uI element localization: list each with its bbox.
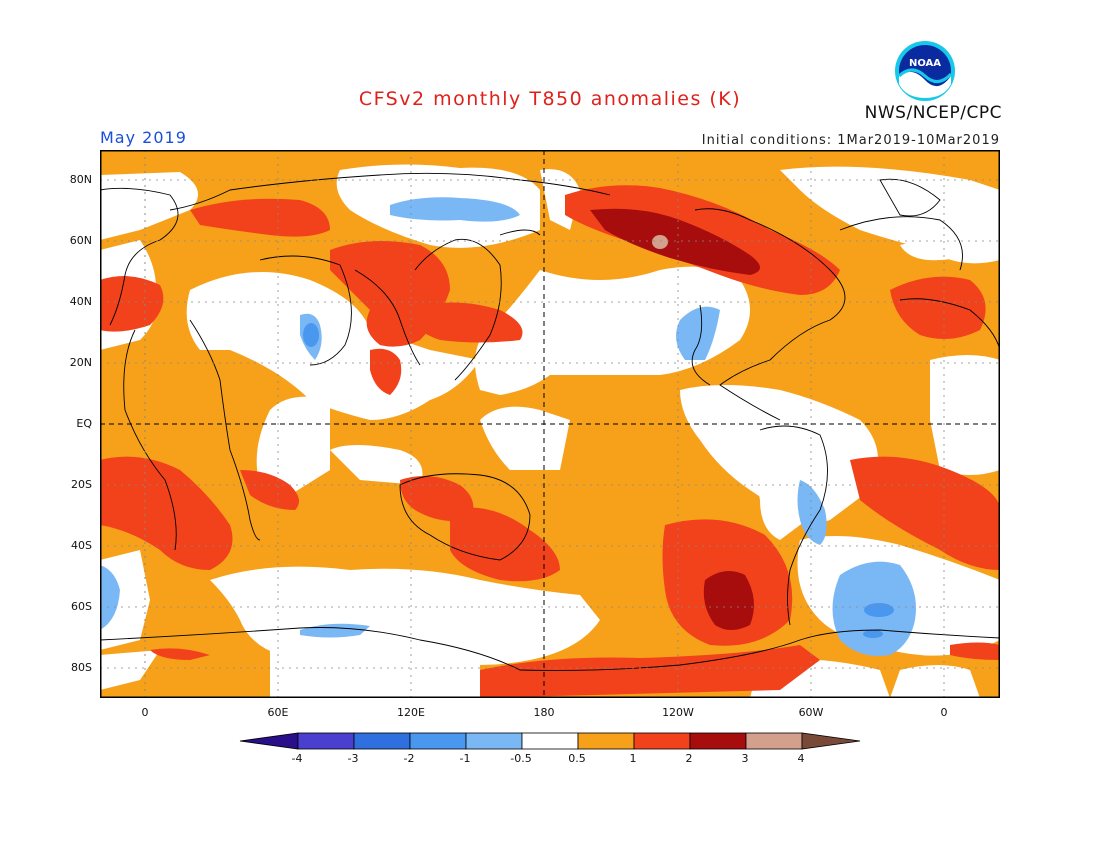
colorbar-label: -0.5 bbox=[510, 752, 532, 765]
initial-conditions: Initial conditions: 1Mar2019-10Mar2019 bbox=[701, 133, 1000, 148]
colorbar-cell bbox=[353, 732, 411, 750]
coastlines bbox=[100, 172, 1000, 671]
map-title: CFSv2 monthly T850 anomalies (K) bbox=[358, 88, 742, 110]
cold-anomaly-light bbox=[100, 197, 916, 656]
colorbar-label: 1 bbox=[629, 752, 637, 765]
equator-dateline bbox=[100, 150, 1000, 698]
lon-label-0-east: 0 bbox=[940, 706, 948, 719]
colorbar-cell bbox=[521, 732, 579, 750]
colorbar-cell bbox=[745, 732, 803, 750]
noaa-logo: NOAA bbox=[895, 41, 955, 101]
lat-label-80s: 80S bbox=[71, 661, 92, 674]
cold-anomaly-medium bbox=[303, 323, 894, 638]
colorbar-cell bbox=[689, 732, 747, 750]
colorbar-label: 0.5 bbox=[568, 752, 586, 765]
lat-label-80n: 80N bbox=[69, 173, 92, 186]
agency-label: NWS/NCEP/CPC bbox=[864, 103, 1002, 123]
colorbar-cell bbox=[409, 732, 467, 750]
lat-label-40n: 40N bbox=[69, 295, 92, 308]
colorbar-cell bbox=[577, 732, 635, 750]
colorbar-label: -4 bbox=[291, 752, 303, 765]
colorbar-cell bbox=[633, 732, 691, 750]
lat-label-20n: 20N bbox=[69, 356, 92, 369]
colorbar-label: 2 bbox=[685, 752, 693, 765]
colorbar-label: 4 bbox=[797, 752, 805, 765]
colorbar-label: -3 bbox=[347, 752, 359, 765]
lat-label-60n: 60N bbox=[69, 234, 92, 247]
warm-anomaly-peak bbox=[652, 235, 668, 249]
colorbar-cell bbox=[465, 732, 523, 750]
anomaly-map bbox=[100, 150, 1000, 698]
lon-label-0: 0 bbox=[141, 706, 149, 719]
map-frame bbox=[100, 150, 1000, 698]
lat-label-eq: EQ bbox=[76, 417, 92, 430]
lon-label-120e: 120E bbox=[397, 706, 425, 719]
colorbar-label: -2 bbox=[403, 752, 415, 765]
lat-label-20s: 20S bbox=[71, 478, 92, 491]
lon-label-120w: 120W bbox=[662, 706, 694, 719]
colorbar-cell bbox=[297, 732, 355, 750]
colorbar-label: -1 bbox=[459, 752, 471, 765]
lon-label-60e: 60E bbox=[267, 706, 289, 719]
graticule bbox=[100, 150, 1000, 698]
lat-label-40s: 40S bbox=[71, 539, 92, 552]
colorbar-label: 3 bbox=[741, 752, 749, 765]
colorbar-cell bbox=[239, 732, 299, 750]
warm-anomaly-darkred bbox=[590, 208, 760, 630]
lon-label-60w: 60W bbox=[798, 706, 824, 719]
noaa-logo-text: NOAA bbox=[909, 58, 941, 69]
forecast-month: May 2019 bbox=[100, 128, 187, 147]
lat-label-60s: 60S bbox=[71, 600, 92, 613]
colorbar-cell bbox=[801, 732, 861, 750]
lon-label-180: 180 bbox=[533, 706, 555, 719]
colorbar bbox=[239, 732, 861, 750]
